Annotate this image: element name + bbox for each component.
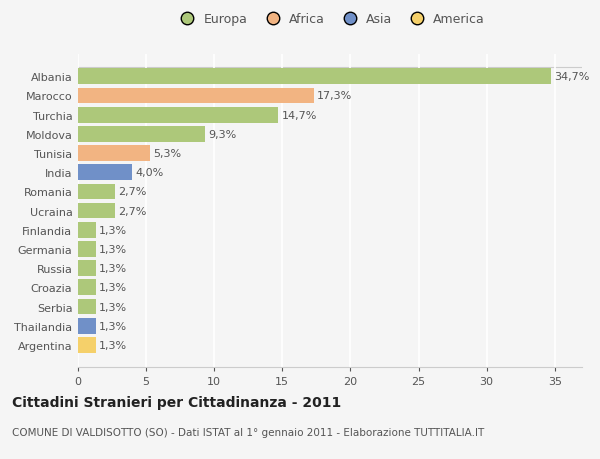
Text: 17,3%: 17,3%: [317, 91, 352, 101]
Text: 1,3%: 1,3%: [99, 283, 127, 293]
Text: 5,3%: 5,3%: [154, 149, 182, 159]
Bar: [78, 299, 96, 315]
Text: COMUNE DI VALDISOTTO (SO) - Dati ISTAT al 1° gennaio 2011 - Elaborazione TUTTITA: COMUNE DI VALDISOTTO (SO) - Dati ISTAT a…: [12, 427, 484, 437]
Bar: [78, 69, 551, 85]
Bar: [78, 241, 96, 257]
Bar: [78, 223, 96, 238]
Bar: [78, 261, 96, 276]
Text: 2,7%: 2,7%: [118, 206, 146, 216]
Bar: [78, 146, 150, 162]
Bar: [78, 337, 96, 353]
Text: 1,3%: 1,3%: [99, 302, 127, 312]
Text: 1,3%: 1,3%: [99, 340, 127, 350]
Text: 34,7%: 34,7%: [554, 72, 589, 82]
Text: 2,7%: 2,7%: [118, 187, 146, 197]
Bar: [78, 127, 205, 142]
Text: 4,0%: 4,0%: [136, 168, 164, 178]
Text: 1,3%: 1,3%: [99, 263, 127, 274]
Text: 14,7%: 14,7%: [281, 111, 317, 120]
Text: 1,3%: 1,3%: [99, 245, 127, 254]
Legend: Europa, Africa, Asia, America: Europa, Africa, Asia, America: [170, 8, 490, 31]
Bar: [78, 203, 115, 219]
Bar: [78, 107, 278, 123]
Bar: [78, 89, 314, 104]
Text: 1,3%: 1,3%: [99, 321, 127, 331]
Bar: [78, 318, 96, 334]
Bar: [78, 280, 96, 296]
Text: 1,3%: 1,3%: [99, 225, 127, 235]
Bar: [78, 165, 133, 181]
Text: 9,3%: 9,3%: [208, 129, 236, 140]
Text: Cittadini Stranieri per Cittadinanza - 2011: Cittadini Stranieri per Cittadinanza - 2…: [12, 395, 341, 409]
Bar: [78, 184, 115, 200]
